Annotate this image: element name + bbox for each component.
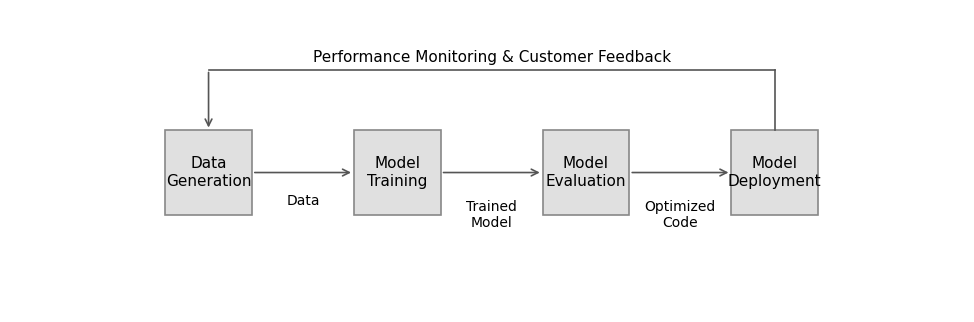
Text: Trained
Model: Trained Model: [467, 200, 517, 230]
FancyBboxPatch shape: [543, 130, 629, 215]
Text: Model
Deployment: Model Deployment: [728, 156, 821, 189]
FancyBboxPatch shape: [354, 130, 440, 215]
Text: Performance Monitoring & Customer Feedback: Performance Monitoring & Customer Feedba…: [313, 50, 671, 65]
Text: Data: Data: [286, 194, 319, 208]
Text: Optimized
Code: Optimized Code: [645, 200, 716, 230]
FancyBboxPatch shape: [731, 130, 818, 215]
Text: Model
Training: Model Training: [367, 156, 428, 189]
Text: Model
Evaluation: Model Evaluation: [545, 156, 626, 189]
Text: Data
Generation: Data Generation: [166, 156, 251, 189]
FancyBboxPatch shape: [166, 130, 252, 215]
